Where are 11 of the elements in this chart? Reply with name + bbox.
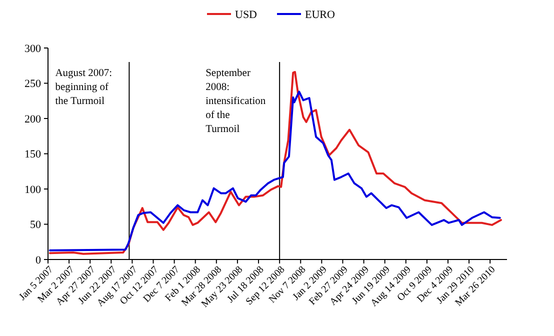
y-tick-label: 0 <box>36 254 42 266</box>
legend-label: EURO <box>305 8 335 21</box>
legend-label: USD <box>235 8 258 21</box>
y-tick-label: 250 <box>24 78 42 90</box>
ref-line-label: September 2008: intensification of the Turmoil <box>206 68 266 135</box>
y-tick-label: 100 <box>24 184 42 196</box>
ref-line-label: August 2007: beginning of the Turmoil <box>55 68 112 107</box>
y-tick-label: 50 <box>30 219 42 232</box>
y-tick-label: 300 <box>24 42 42 55</box>
y-tick-label: 150 <box>24 148 42 161</box>
y-tick-label: 200 <box>24 113 42 126</box>
